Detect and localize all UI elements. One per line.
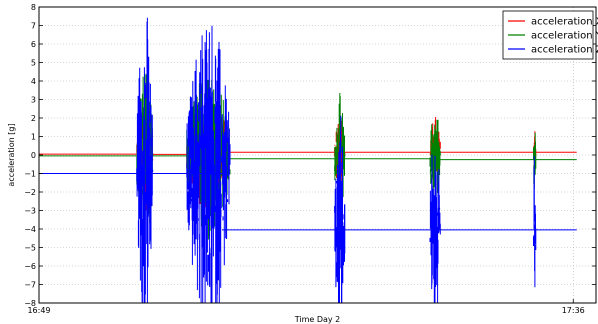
x-axis-ticks: 16:49 17:36: [27, 299, 585, 315]
y-tick-label: 2: [31, 114, 36, 123]
series-layer: [39, 17, 577, 303]
y-tick-label: −8: [24, 299, 36, 308]
y-tick-label: −1: [24, 170, 36, 179]
legend: acceleration X acceleration Y acceleration…: [502, 10, 598, 60]
y-tick-label: −4: [24, 225, 36, 234]
y-tick-label: 4: [31, 77, 36, 86]
y-tick-label: 7: [31, 22, 36, 31]
series-line-acceleration-x: [39, 96, 577, 213]
series-line-acceleration-z: [39, 17, 577, 303]
y-tick-label: −3: [24, 207, 36, 216]
legend-entry: acceleration Z: [531, 45, 598, 56]
series-line-acceleration-y: [39, 73, 577, 255]
y-axis-label: acceleration [g]: [7, 123, 16, 186]
y-tick-label: 1: [31, 133, 36, 142]
x-axis-label: Time Day 2: [294, 315, 341, 324]
y-tick-label: 8: [31, 3, 36, 12]
y-tick-label: 6: [31, 40, 36, 49]
y-tick-label: −5: [24, 244, 36, 253]
y-tick-label: 3: [31, 96, 36, 105]
x-tick-label: 16:49: [27, 306, 50, 315]
y-tick-label: −6: [24, 262, 36, 271]
y-tick-label: 0: [31, 151, 36, 160]
x-tick-label: 17:36: [562, 306, 585, 315]
legend-entry: acceleration Y: [531, 31, 598, 42]
y-tick-label: 5: [31, 59, 36, 68]
y-tick-label: −2: [24, 188, 36, 197]
legend-entry: acceleration X: [531, 17, 598, 28]
y-tick-label: −7: [24, 281, 36, 290]
